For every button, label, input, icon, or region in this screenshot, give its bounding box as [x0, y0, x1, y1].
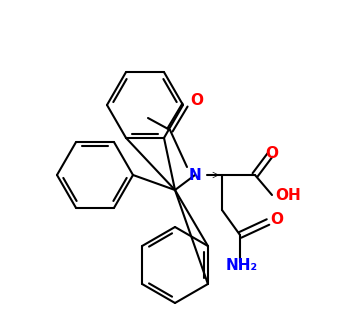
Text: N: N [189, 167, 201, 183]
Text: NH₂: NH₂ [226, 258, 258, 272]
Text: OH: OH [275, 187, 301, 203]
Text: O: O [190, 92, 203, 108]
Text: O: O [265, 146, 279, 160]
Text: O: O [270, 213, 283, 228]
